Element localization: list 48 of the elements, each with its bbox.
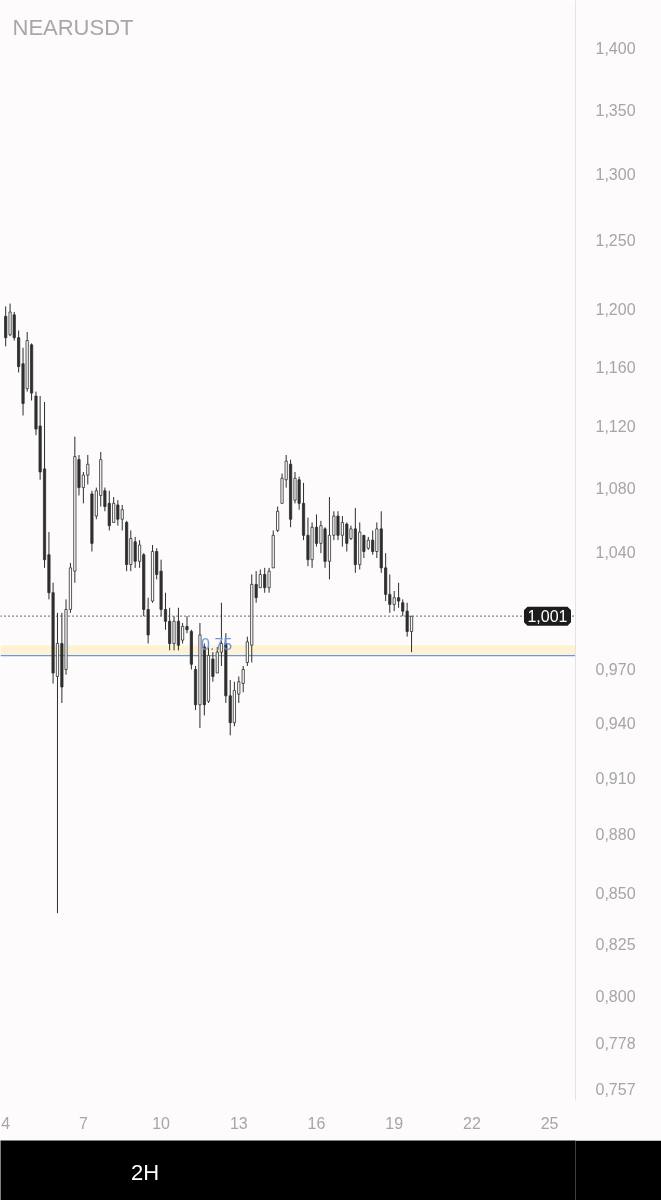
y-tick-label: 1,250 xyxy=(595,232,636,250)
y-tick-label: 0,970 xyxy=(595,661,636,679)
y-tick-label: 1,160 xyxy=(595,358,636,376)
candlestick xyxy=(336,510,340,541)
x-tick-label: 13 xyxy=(229,1114,248,1132)
y-tick-label: 0,850 xyxy=(595,885,636,903)
candlestick xyxy=(172,615,176,651)
x-tick-label: 16 xyxy=(307,1114,326,1132)
candlestick xyxy=(267,567,271,594)
candlestick xyxy=(405,602,409,638)
candlestick xyxy=(176,607,180,651)
x-tick-label: 7 xyxy=(78,1114,88,1132)
candlestick xyxy=(345,521,349,552)
candlestick xyxy=(8,303,12,337)
y-tick-label: 1,080 xyxy=(595,479,636,497)
ref-line-label: 1,001 xyxy=(527,608,568,626)
candlestick xyxy=(116,499,120,527)
x-tick-label: 10 xyxy=(152,1114,171,1132)
x-tick-label: 4 xyxy=(1,1114,11,1132)
candlestick xyxy=(181,622,185,644)
y-tick-label: 1,300 xyxy=(595,165,636,183)
candlestick xyxy=(392,590,396,612)
y-tick-label: 1,200 xyxy=(595,301,636,319)
y-tick-label: 0,880 xyxy=(595,826,636,844)
candlestick xyxy=(133,536,137,569)
candlestick xyxy=(241,665,245,693)
y-tick-label: 0,757 xyxy=(595,1081,636,1099)
y-tick-label: 0,940 xyxy=(595,714,636,732)
x-tick-label: 25 xyxy=(540,1114,559,1132)
x-tick-label: 22 xyxy=(463,1114,481,1132)
text: NEARUSDT xyxy=(12,14,134,40)
x-tick-label: 19 xyxy=(385,1114,404,1132)
y-tick-label: 0,910 xyxy=(595,769,636,787)
y-tick-label: 1,120 xyxy=(595,418,636,436)
candlestick xyxy=(371,529,375,556)
y-tick-label: 0,778 xyxy=(595,1034,636,1052)
candlestick xyxy=(276,506,280,533)
candlestick xyxy=(168,607,172,651)
y-tick-label: 1,400 xyxy=(595,40,636,58)
y-tick-label: 0,800 xyxy=(595,987,636,1005)
candlestick xyxy=(4,305,8,347)
candlestick xyxy=(120,504,124,531)
y-tick-label: 1,040 xyxy=(595,543,636,561)
candlestick xyxy=(107,490,111,531)
y-tick-label: 1,350 xyxy=(595,101,636,119)
candlestick xyxy=(86,454,90,485)
y-tick-label: 0,825 xyxy=(595,935,636,953)
text: 2H xyxy=(130,1160,160,1185)
